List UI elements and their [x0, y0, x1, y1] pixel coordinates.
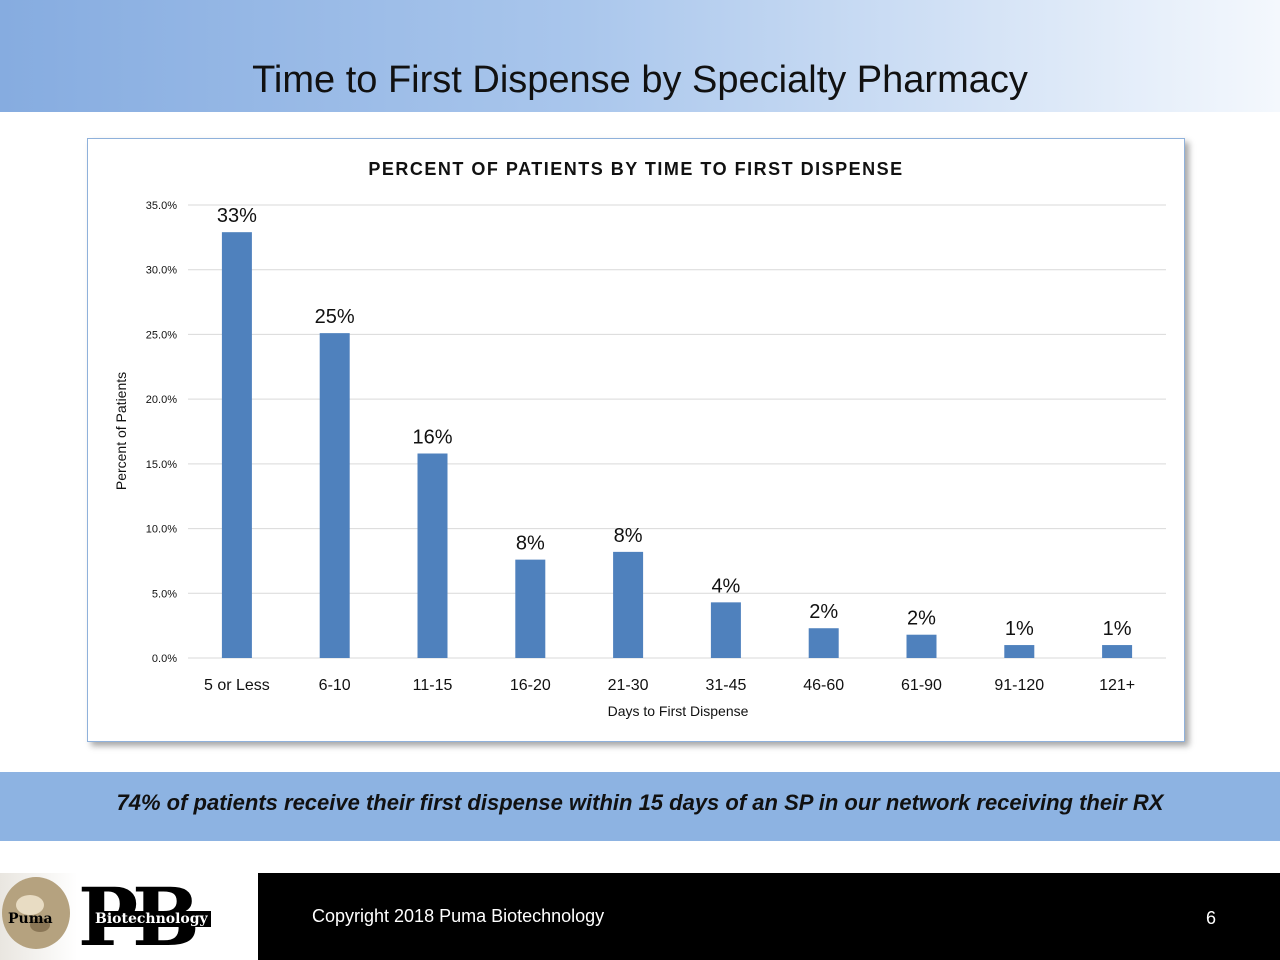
x-tick-label: 6-10 — [319, 677, 351, 694]
y-tick-label: 25.0% — [146, 329, 177, 341]
x-axis-label: Days to First Dispense — [608, 703, 749, 719]
y-tick-label: 15.0% — [146, 459, 177, 471]
data-label: 2% — [907, 608, 936, 630]
y-tick-label: 0.0% — [152, 653, 177, 665]
x-tick-label: 16-20 — [510, 677, 551, 694]
x-tick-label: 21-30 — [608, 677, 649, 694]
slide-title: Time to First Dispense by Specialty Phar… — [252, 59, 1028, 101]
data-label: 2% — [809, 601, 838, 623]
copyright-text: Copyright 2018 Puma Biotechnology — [312, 906, 605, 926]
bar — [906, 634, 937, 658]
x-tick-label: 91-120 — [994, 677, 1044, 694]
company-logo: PB Puma Biotechnology — [0, 873, 258, 960]
key-takeaway-band: 74% of patients receive their first disp… — [0, 772, 1280, 841]
data-label: 25% — [315, 306, 355, 328]
data-label: 1% — [1103, 618, 1132, 640]
data-label: 8% — [516, 533, 545, 555]
bar — [319, 333, 350, 658]
puma-cat-icon — [2, 877, 70, 949]
data-label: 1% — [1005, 618, 1034, 640]
x-tick-label: 31-45 — [705, 677, 746, 694]
data-label: 4% — [711, 575, 740, 597]
data-labels: 33% 25% 16% 8% 8% 4% 2% 2% 1% 1% — [217, 205, 1132, 640]
x-tick-label: 61-90 — [901, 677, 942, 694]
bars — [221, 232, 1133, 658]
x-tick-label: 46-60 — [803, 677, 844, 694]
chart-title: PERCENT OF PATIENTS BY TIME TO FIRST DIS… — [368, 159, 903, 179]
y-tick-label: 20.0% — [146, 394, 177, 406]
bar — [221, 232, 252, 658]
bar — [515, 559, 546, 658]
page-number: 6 — [1206, 908, 1217, 928]
y-tick-label: 30.0% — [146, 265, 177, 277]
y-tick-label: 5.0% — [152, 588, 177, 600]
data-label: 8% — [614, 525, 643, 547]
bar — [808, 628, 839, 658]
key-takeaway-text: 74% of patients receive their first disp… — [116, 790, 1164, 815]
footer-bar: PB Puma Biotechnology Copyright 2018 Pum… — [0, 873, 1280, 960]
data-label: 33% — [217, 205, 257, 227]
x-tick-label: 5 or Less — [204, 677, 270, 694]
x-tick-label: 121+ — [1099, 677, 1135, 694]
bar — [1004, 645, 1035, 658]
logo-word-puma: Puma — [8, 911, 53, 927]
bar — [417, 453, 448, 658]
title-band: Time to First Dispense by Specialty Phar… — [0, 0, 1280, 112]
bar — [1102, 645, 1133, 658]
y-tick-label: 35.0% — [146, 200, 177, 212]
bar-chart: PERCENT OF PATIENTS BY TIME TO FIRST DIS… — [113, 159, 1166, 719]
y-tick-label: 10.0% — [146, 524, 177, 536]
x-tick-label: 11-15 — [413, 677, 453, 694]
y-axis-ticks: 0.0% 5.0% 10.0% 15.0% 20.0% 25.0% 30.0% 35.0% — [146, 200, 177, 665]
chart-panel: PERCENT OF PATIENTS BY TIME TO FIRST DIS… — [87, 138, 1185, 742]
gridlines — [188, 204, 1166, 659]
data-label: 16% — [412, 427, 452, 449]
bar — [613, 551, 644, 658]
y-axis-label: Percent of Patients — [113, 372, 129, 490]
x-axis-ticks: 5 or Less 6-10 11-15 16-20 21-30 31-45 46-60 61… — [204, 677, 1135, 694]
bar — [710, 602, 741, 658]
logo-word-biotechnology: Biotechnology — [92, 911, 211, 927]
